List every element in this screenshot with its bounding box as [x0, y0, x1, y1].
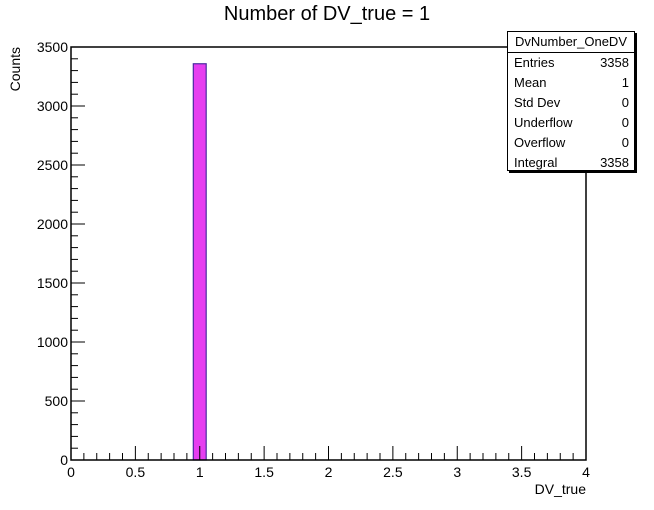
- stats-row-mean: Mean 1: [508, 73, 634, 93]
- chart-title: Number of DV_true = 1: [224, 3, 430, 25]
- y-tick-label: 2000: [37, 216, 68, 232]
- stats-row-overflow: Overflow 0: [508, 133, 634, 153]
- stats-value: 3358: [600, 155, 629, 170]
- x-tick-label: 1.5: [254, 464, 274, 480]
- plot-frame: [70, 46, 587, 461]
- y-tick-label: 0: [60, 452, 68, 468]
- x-tick-label: 0: [67, 464, 75, 480]
- stats-value: 0: [621, 115, 629, 130]
- x-tick-label: 3.5: [512, 464, 532, 480]
- x-tick-label: 4: [582, 464, 590, 480]
- stats-row-entries: Entries 3358: [508, 53, 634, 73]
- x-tick-label: 2.5: [383, 464, 403, 480]
- stats-value: 0: [621, 135, 629, 150]
- x-tick-label: 2: [325, 464, 333, 480]
- stats-label: Mean: [514, 75, 547, 90]
- y-tick-label: 2500: [37, 157, 68, 173]
- stats-value: 1: [621, 75, 629, 90]
- histogram-bar: [192, 63, 207, 461]
- y-tick-label: 3500: [37, 39, 68, 55]
- stats-label: Entries: [514, 55, 555, 70]
- x-axis-label: DV_true: [535, 481, 587, 497]
- x-tick-label: 3: [453, 464, 461, 480]
- y-tick-label: 500: [45, 393, 69, 409]
- stats-label: Overflow: [514, 135, 566, 150]
- x-tick-label: 0.5: [126, 464, 146, 480]
- x-tick-label: 1: [196, 464, 204, 480]
- y-tick-label: 3000: [37, 98, 68, 114]
- ticks-layer: 0 0.5 1 1.5 2 2.5 3 3.5 4 0 500 1000 1500 2000 2500 300…: [37, 39, 590, 480]
- y-axis-label: Counts: [7, 47, 23, 91]
- stats-row-underflow: Underflow 0: [508, 113, 634, 133]
- stats-label: Std Dev: [514, 95, 561, 110]
- stats-row-std-dev: Std Dev 0: [508, 93, 634, 113]
- stats-label: Integral: [514, 155, 558, 170]
- stats-label: Underflow: [514, 115, 573, 130]
- stats-title: DvNumber_OneDV: [508, 32, 634, 53]
- stats-box: DvNumber_OneDV Entries 3358 Mean 1 Std D…: [507, 31, 635, 171]
- stats-value: 3358: [600, 55, 629, 70]
- bars-layer: [192, 63, 207, 461]
- y-tick-label: 1000: [37, 334, 68, 350]
- stats-value: 0: [621, 95, 629, 110]
- y-tick-label: 1500: [37, 275, 68, 291]
- stats-row-integral: Integral 3358: [508, 153, 634, 173]
